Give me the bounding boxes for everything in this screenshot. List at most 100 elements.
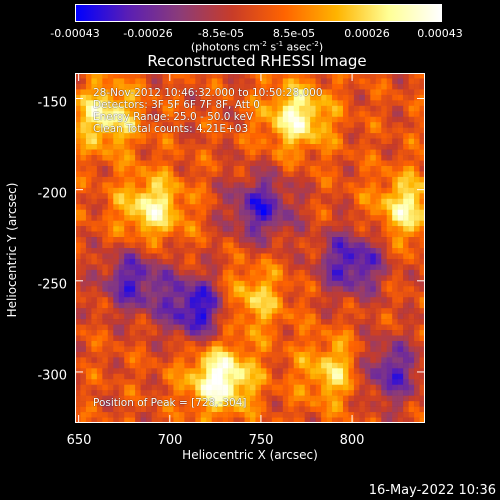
heatmap-cell bbox=[85, 187, 92, 194]
heatmap-cell bbox=[310, 406, 316, 413]
heatmap-cell bbox=[326, 275, 333, 282]
heatmap-cell bbox=[206, 330, 213, 336]
heatmap-cell bbox=[386, 160, 393, 167]
heatmap-cell bbox=[353, 395, 360, 402]
heatmap-cell bbox=[375, 138, 382, 145]
heatmap-cell bbox=[113, 330, 120, 336]
heatmap-cell bbox=[200, 237, 207, 243]
heatmap-cell bbox=[157, 362, 163, 369]
heatmap-cell bbox=[348, 182, 355, 189]
heatmap-cell bbox=[233, 248, 240, 254]
heatmap-cell bbox=[321, 286, 327, 293]
heatmap-cell bbox=[293, 286, 300, 293]
heatmap-cell bbox=[222, 165, 229, 172]
heatmap-cell bbox=[146, 144, 152, 150]
heatmap-cell bbox=[419, 319, 425, 325]
heatmap-cell bbox=[85, 275, 92, 282]
heatmap-cell bbox=[397, 253, 404, 260]
heatmap-cell bbox=[282, 324, 289, 331]
heatmap-cell bbox=[419, 226, 425, 232]
heatmap-cell bbox=[140, 275, 147, 282]
heatmap-cell bbox=[392, 149, 398, 156]
heatmap-cell bbox=[381, 362, 388, 369]
heatmap-cell bbox=[206, 319, 213, 325]
heatmap-cell bbox=[419, 111, 425, 118]
heatmap-cell bbox=[293, 122, 300, 128]
heatmap-cell bbox=[124, 346, 130, 353]
heatmap-cell bbox=[386, 357, 393, 364]
heatmap-cell bbox=[397, 390, 404, 396]
heatmap-cell bbox=[408, 280, 415, 287]
heatmap-cell bbox=[332, 220, 338, 227]
heatmap-cell bbox=[167, 401, 174, 407]
heatmap-cell bbox=[113, 406, 120, 413]
heatmap-cell bbox=[392, 193, 398, 200]
heatmap-cell bbox=[332, 324, 338, 331]
heatmap-cell bbox=[375, 275, 382, 282]
heatmap-cell bbox=[321, 138, 327, 145]
heatmap-cell bbox=[260, 319, 267, 325]
heatmap-cell bbox=[293, 116, 300, 123]
heatmap-cell bbox=[321, 133, 327, 139]
heatmap-cell bbox=[157, 111, 163, 118]
heatmap-cell bbox=[293, 308, 300, 314]
heatmap-cell bbox=[151, 412, 158, 418]
heatmap-cell bbox=[135, 144, 141, 150]
heatmap-cell bbox=[233, 286, 240, 293]
heatmap-cell bbox=[381, 379, 388, 386]
heatmap-cell bbox=[337, 111, 344, 118]
heatmap-cell bbox=[260, 105, 267, 112]
heatmap-cell bbox=[342, 258, 349, 265]
heatmap-cell bbox=[260, 335, 267, 342]
heatmap-cell bbox=[381, 165, 388, 172]
heatmap-cell bbox=[113, 346, 120, 353]
heatmap-cell bbox=[162, 171, 169, 178]
heatmap-cell bbox=[140, 417, 147, 423]
heatmap-cell bbox=[381, 100, 388, 107]
heatmap-cell bbox=[337, 269, 344, 276]
heatmap-cell bbox=[408, 401, 415, 407]
heatmap-cell bbox=[299, 302, 305, 309]
heatmap-cell bbox=[200, 182, 207, 189]
heatmap-cell bbox=[80, 379, 87, 386]
heatmap-cell bbox=[364, 357, 371, 364]
heatmap-cell bbox=[151, 187, 158, 194]
heatmap-cell bbox=[157, 155, 163, 161]
heatmap-cell bbox=[310, 155, 316, 161]
heatmap-cell bbox=[233, 209, 240, 216]
heatmap-cell bbox=[282, 100, 289, 107]
heatmap-cell bbox=[304, 313, 311, 320]
heatmap-cell bbox=[151, 291, 158, 298]
heatmap-cell bbox=[386, 127, 393, 134]
heatmap-cell bbox=[282, 182, 289, 189]
heatmap-cell bbox=[75, 313, 81, 320]
heatmap-cell bbox=[118, 275, 125, 282]
heatmap-cell bbox=[189, 248, 196, 254]
heatmap-cell bbox=[118, 362, 125, 369]
heatmap-cell bbox=[129, 291, 136, 298]
heatmap-cell bbox=[189, 275, 196, 282]
heatmap-cell bbox=[140, 155, 147, 161]
heatmap-cell bbox=[75, 286, 81, 293]
heatmap-cell bbox=[364, 417, 371, 423]
heatmap-cell bbox=[244, 324, 251, 331]
heatmap-cell bbox=[277, 291, 284, 298]
heatmap-cell bbox=[359, 116, 366, 123]
heatmap-cell bbox=[211, 187, 218, 194]
heatmap-cell bbox=[419, 105, 425, 112]
heatmap-cell bbox=[260, 204, 267, 211]
heatmap-cell bbox=[250, 215, 256, 221]
heatmap-cell bbox=[173, 248, 180, 254]
heatmap-cell bbox=[337, 176, 344, 183]
heatmap-cell bbox=[282, 78, 289, 85]
heatmap-cell bbox=[102, 127, 109, 134]
heatmap-cell bbox=[211, 155, 218, 161]
heatmap-cell bbox=[310, 94, 316, 101]
heatmap-cell bbox=[178, 242, 185, 249]
heatmap-cell bbox=[124, 302, 130, 309]
heatmap-cell bbox=[310, 373, 316, 380]
heatmap-cell bbox=[271, 253, 278, 260]
heatmap-cell bbox=[239, 390, 245, 396]
heatmap-cell bbox=[266, 340, 273, 347]
heatmap-cell bbox=[135, 253, 141, 260]
